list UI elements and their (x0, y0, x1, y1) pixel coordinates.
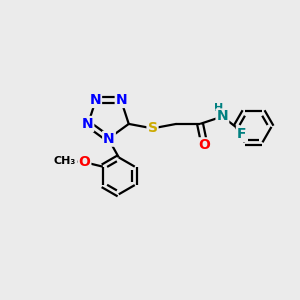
Text: CH₃: CH₃ (54, 156, 76, 166)
Text: O: O (79, 155, 90, 169)
Text: N: N (103, 132, 115, 146)
Text: N: N (89, 93, 101, 107)
Text: N: N (82, 117, 93, 131)
Text: S: S (148, 122, 158, 135)
Text: F: F (237, 127, 246, 141)
Text: H: H (214, 103, 224, 112)
Text: N: N (217, 110, 228, 124)
Text: O: O (199, 138, 211, 152)
Text: N: N (116, 93, 127, 107)
